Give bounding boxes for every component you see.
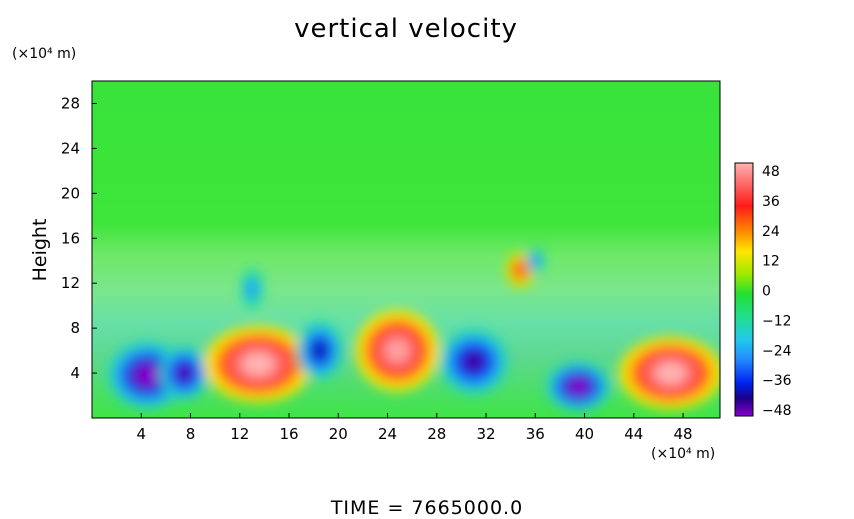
y-tick-label: 4 — [70, 364, 80, 382]
velocity-contour — [654, 361, 688, 385]
x-tick-label: 12 — [230, 425, 249, 443]
colorbar-tick-label: −12 — [762, 313, 792, 329]
colorbar-tick-label: 48 — [762, 164, 780, 180]
x-tick-label: 28 — [427, 425, 446, 443]
time-footer: TIME = 7665000.0 — [330, 497, 524, 519]
velocity-cell — [546, 361, 611, 412]
velocity-contour — [568, 378, 589, 395]
velocity-cell — [204, 325, 313, 403]
colorbar: 48 36 24 12 0 −12 −24 −36 −48 — [734, 162, 792, 419]
x-tick-label: 16 — [279, 425, 298, 443]
x-tick-label: 4 — [136, 425, 146, 443]
y-axis-unit: (×10⁴ m) — [12, 46, 77, 62]
y-axis: 4 8 12 16 20 24 28 — [61, 94, 97, 382]
colorbar-ticks: 48 36 24 12 0 −12 −24 −36 −48 — [762, 164, 792, 419]
field-features — [108, 247, 720, 412]
x-tick-label: 24 — [378, 425, 397, 443]
x-tick-label: 8 — [186, 425, 196, 443]
colorbar-gradient — [734, 162, 754, 417]
velocity-cell — [240, 268, 264, 310]
x-tick-label: 40 — [575, 425, 594, 443]
y-tick-label: 16 — [61, 229, 80, 247]
colorbar-tick-label: 24 — [762, 224, 780, 240]
velocity-cell — [296, 321, 344, 380]
velocity-contour — [248, 282, 256, 296]
field-layer — [92, 81, 720, 418]
velocity-contour — [462, 351, 485, 373]
x-tick-label: 44 — [624, 425, 643, 443]
velocity-contour — [515, 263, 526, 276]
y-tick-label: 12 — [61, 274, 80, 292]
y-tick-label: 8 — [70, 319, 80, 337]
velocity-contour — [383, 337, 411, 364]
velocity-cell — [619, 337, 720, 410]
velocity-cell — [526, 247, 544, 275]
velocity-contour — [312, 341, 328, 360]
y-tick-label: 28 — [61, 94, 80, 112]
x-tick-label: 36 — [526, 425, 545, 443]
y-tick-label: 24 — [61, 139, 80, 157]
velocity-contour — [240, 351, 276, 377]
colorbar-tick-label: −48 — [762, 403, 792, 419]
plot-frame — [91, 80, 721, 419]
colorbar-tick-label: 36 — [762, 194, 780, 210]
x-tick-label: 32 — [476, 425, 495, 443]
x-axis-unit: (×10⁴ m) — [651, 446, 716, 462]
colorbar-tick-label: −24 — [762, 343, 792, 359]
x-tick-label: 48 — [674, 425, 693, 443]
velocity-cell — [159, 346, 209, 401]
colorbar-tick-label: −36 — [762, 373, 792, 389]
velocity-cell — [355, 310, 440, 392]
x-tick-label: 20 — [329, 425, 348, 443]
velocity-contour — [532, 256, 539, 266]
colorbar-tick-label: 0 — [762, 284, 771, 300]
y-tick-label: 20 — [61, 184, 80, 202]
colorbar-tick-label: 12 — [762, 254, 780, 270]
velocity-cell — [439, 329, 509, 395]
velocity-contour — [134, 364, 161, 387]
x-axis: 4 8 12 16 20 24 28 32 36 40 44 48 — [136, 413, 693, 443]
velocity-contour — [176, 364, 193, 382]
chart-title: vertical velocity — [294, 14, 518, 44]
